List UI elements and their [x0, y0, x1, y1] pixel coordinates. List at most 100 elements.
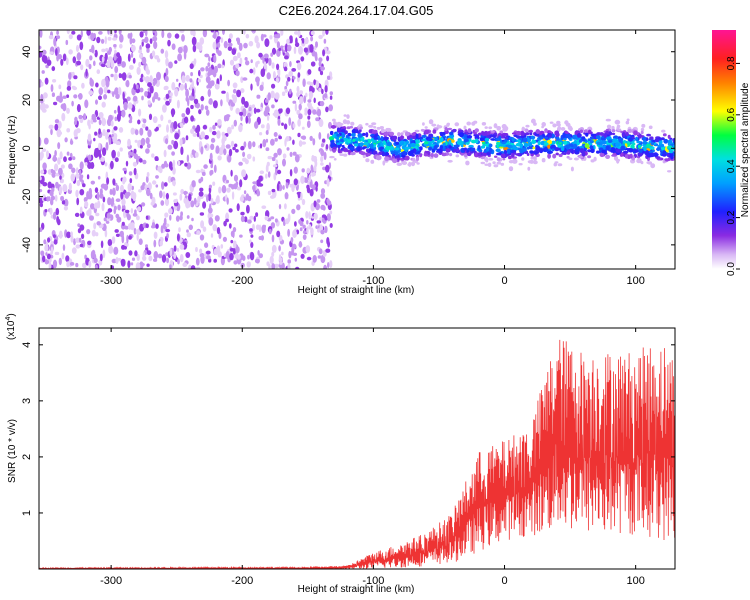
signal-blob [628, 148, 634, 153]
noise-blob [95, 99, 98, 105]
signal-blob [410, 161, 416, 167]
noise-blob [132, 161, 137, 167]
noise-blob [277, 148, 282, 156]
noise-blob [139, 262, 145, 267]
noise-blob [161, 181, 165, 190]
signal-blob [347, 139, 351, 144]
noise-blob [173, 140, 179, 150]
noise-blob [192, 132, 198, 137]
noise-blob [234, 143, 238, 148]
noise-blob [114, 229, 119, 233]
signal-blob [439, 145, 444, 149]
noise-blob [302, 230, 307, 235]
noise-blob [172, 166, 176, 175]
noise-blob [260, 68, 266, 77]
noise-blob [260, 107, 263, 112]
signal-blob [560, 146, 565, 152]
noise-blob [165, 67, 169, 76]
noise-blob [149, 38, 153, 44]
noise-blob [191, 149, 195, 156]
noise-blob [300, 253, 305, 259]
noise-blob [161, 254, 167, 263]
noise-blob [248, 106, 252, 112]
signal-blob [538, 136, 545, 139]
noise-blob [160, 225, 164, 234]
noise-blob [136, 254, 140, 261]
signal-blob [384, 152, 390, 156]
signal-blob [446, 123, 450, 127]
noise-blob [164, 50, 169, 59]
noise-blob [115, 213, 120, 219]
signal-blob [345, 149, 352, 153]
signal-blob [463, 134, 469, 139]
noise-blob [174, 132, 180, 140]
noise-blob [316, 199, 321, 203]
noise-blob [121, 109, 126, 118]
noise-blob [39, 188, 43, 193]
noise-blob [188, 224, 193, 231]
signal-blob [396, 162, 403, 166]
signal-blob [578, 155, 583, 159]
noise-blob [136, 84, 139, 90]
noise-blob [186, 162, 192, 170]
noise-blob [195, 169, 201, 174]
noise-blob [93, 202, 99, 209]
noise-blob [280, 30, 284, 36]
noise-blob [315, 117, 320, 122]
noise-blob [43, 55, 48, 64]
signal-blob [433, 153, 439, 158]
noise-blob [100, 63, 106, 68]
noise-blob [68, 72, 72, 80]
noise-blob [245, 115, 249, 124]
noise-blob [88, 123, 91, 130]
signal-blob [410, 142, 416, 147]
y-tick-label: 1 [21, 510, 33, 516]
signal-blob [489, 143, 493, 148]
noise-blob [113, 126, 118, 131]
noise-blob [212, 100, 218, 109]
noise-blob [42, 255, 46, 263]
noise-blob [213, 258, 217, 263]
noise-blob [117, 55, 120, 65]
signal-blob [397, 132, 401, 137]
noise-blob [301, 126, 305, 130]
noise-blob [281, 251, 284, 256]
noise-blob [86, 174, 90, 180]
signal-blob [564, 120, 569, 125]
noise-blob [93, 222, 97, 230]
noise-blob [129, 64, 134, 70]
noise-blob [168, 161, 173, 170]
noise-blob [214, 215, 220, 222]
noise-blob [190, 115, 195, 122]
y-tick-label: 20 [21, 94, 33, 106]
noise-blob [296, 91, 300, 98]
noise-blob [245, 193, 250, 201]
noise-blob [313, 212, 318, 220]
signal-blob [437, 140, 440, 144]
noise-blob [310, 36, 314, 42]
signal-blob [496, 126, 502, 131]
noise-blob [76, 180, 81, 187]
noise-blob [213, 248, 219, 256]
noise-blob [313, 97, 316, 104]
noise-blob [273, 152, 278, 158]
signal-blob [330, 125, 337, 129]
signal-blob [656, 147, 662, 151]
signal-blob [541, 122, 546, 127]
signal-blob [531, 118, 536, 124]
noise-blob [94, 49, 98, 58]
signal-blob [636, 140, 641, 144]
noise-blob [239, 196, 244, 202]
noise-blob [144, 36, 149, 44]
noise-blob [236, 37, 240, 42]
noise-blob [191, 88, 195, 97]
noise-blob [166, 124, 169, 133]
noise-blob [52, 259, 58, 269]
signal-blob [629, 153, 633, 159]
noise-blob [70, 138, 73, 145]
noise-blob [312, 138, 316, 146]
noise-blob [227, 38, 232, 44]
colorbar-gradient [712, 30, 736, 269]
signal-blob [493, 123, 498, 129]
